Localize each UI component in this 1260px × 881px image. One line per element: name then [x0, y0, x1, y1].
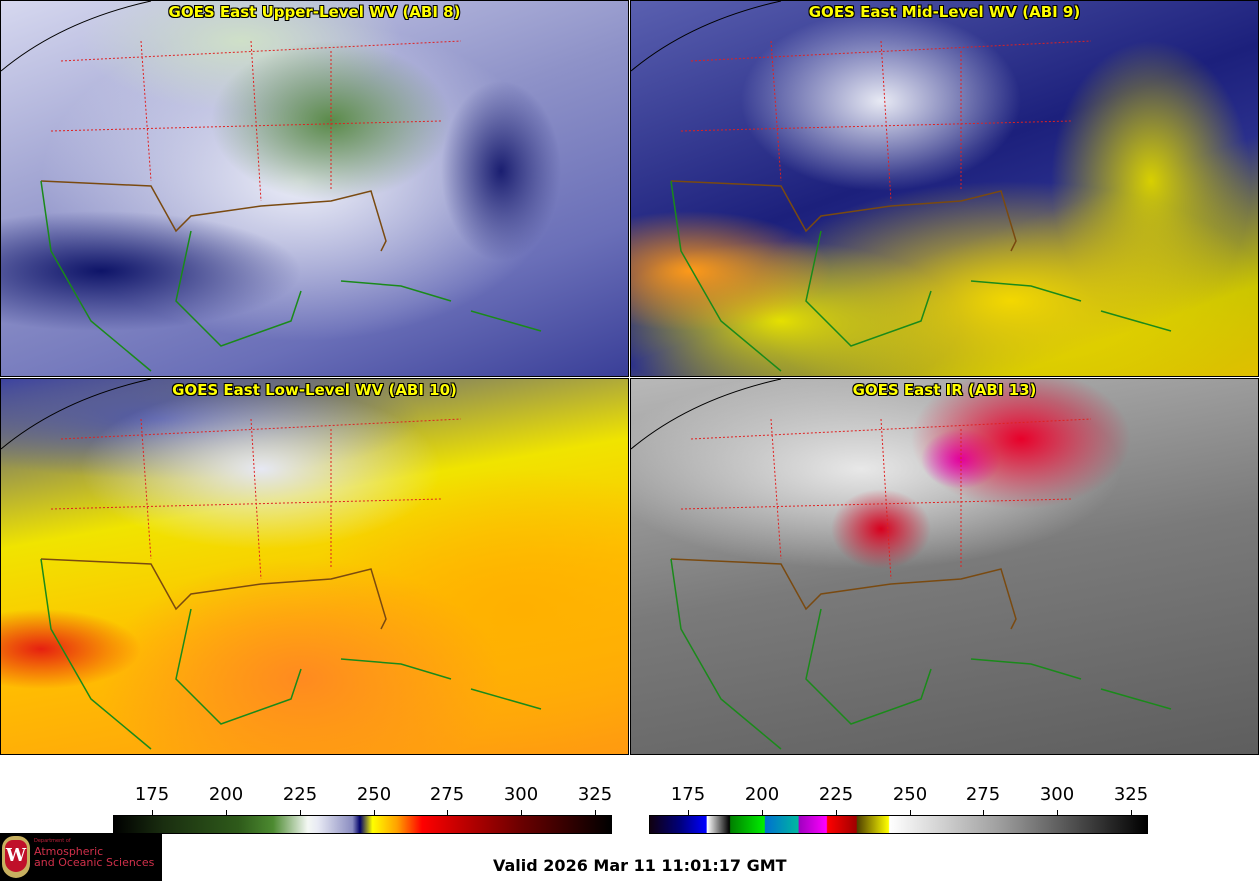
- uw-crest-icon: W: [2, 836, 30, 878]
- tick: [762, 810, 763, 816]
- logo-dept: Department of: [34, 838, 71, 844]
- tick-label: 300: [1039, 784, 1075, 805]
- aos-logo: W Department of Atmospheric and Oceanic …: [0, 833, 162, 881]
- tick: [226, 810, 227, 816]
- tick: [910, 810, 911, 816]
- panel-title: GOES East Upper-Level WV (ABI 8): [168, 3, 461, 21]
- tick-label: 225: [282, 784, 318, 805]
- ir-colorbar: [649, 810, 1148, 834]
- tick-label: 300: [503, 784, 539, 805]
- tick-label: 325: [577, 784, 613, 805]
- tick: [521, 810, 522, 816]
- low-level-wv-panel: GOES East Low-Level WV (ABI 10): [0, 378, 629, 755]
- panel-title: GOES East Mid-Level WV (ABI 9): [808, 3, 1081, 21]
- tick: [688, 810, 689, 816]
- tick: [447, 810, 448, 816]
- tick-label: 325: [1113, 784, 1149, 805]
- crest-letter: W: [5, 840, 27, 872]
- tick: [152, 810, 153, 816]
- tick: [1131, 810, 1132, 816]
- mid-level-wv-panel: GOES East Mid-Level WV (ABI 9): [630, 0, 1259, 377]
- tick-label: 175: [670, 784, 706, 805]
- tick: [595, 810, 596, 816]
- tick: [1057, 810, 1058, 816]
- logo-line1: Atmospheric: [34, 845, 104, 858]
- map-outlines: [631, 379, 1172, 750]
- tick-label: 250: [892, 784, 928, 805]
- tick-label: 275: [965, 784, 1001, 805]
- map-outlines: [1, 379, 542, 750]
- tick-label: 200: [744, 784, 780, 805]
- upper-level-wv-panel: GOES East Upper-Level WV (ABI 8): [0, 0, 629, 377]
- tick: [836, 810, 837, 816]
- tick: [374, 810, 375, 816]
- tick: [300, 810, 301, 816]
- tick-label: 225: [818, 784, 854, 805]
- tick-label: 275: [429, 784, 465, 805]
- tick-label: 175: [134, 784, 170, 805]
- ir-panel: GOES East IR (ABI 13): [630, 378, 1259, 755]
- tick-label: 250: [356, 784, 392, 805]
- panel-title: GOES East IR (ABI 13): [852, 381, 1037, 399]
- panel-title: GOES East Low-Level WV (ABI 10): [172, 381, 457, 399]
- map-outlines: [1, 1, 542, 372]
- valid-time: Valid 2026 Mar 11 11:01:17 GMT: [493, 856, 787, 875]
- tick-label: 200: [208, 784, 244, 805]
- map-outlines: [631, 1, 1172, 372]
- tick: [983, 810, 984, 816]
- logo-line2: and Oceanic Sciences: [34, 856, 155, 869]
- wv-colorbar: [113, 810, 612, 834]
